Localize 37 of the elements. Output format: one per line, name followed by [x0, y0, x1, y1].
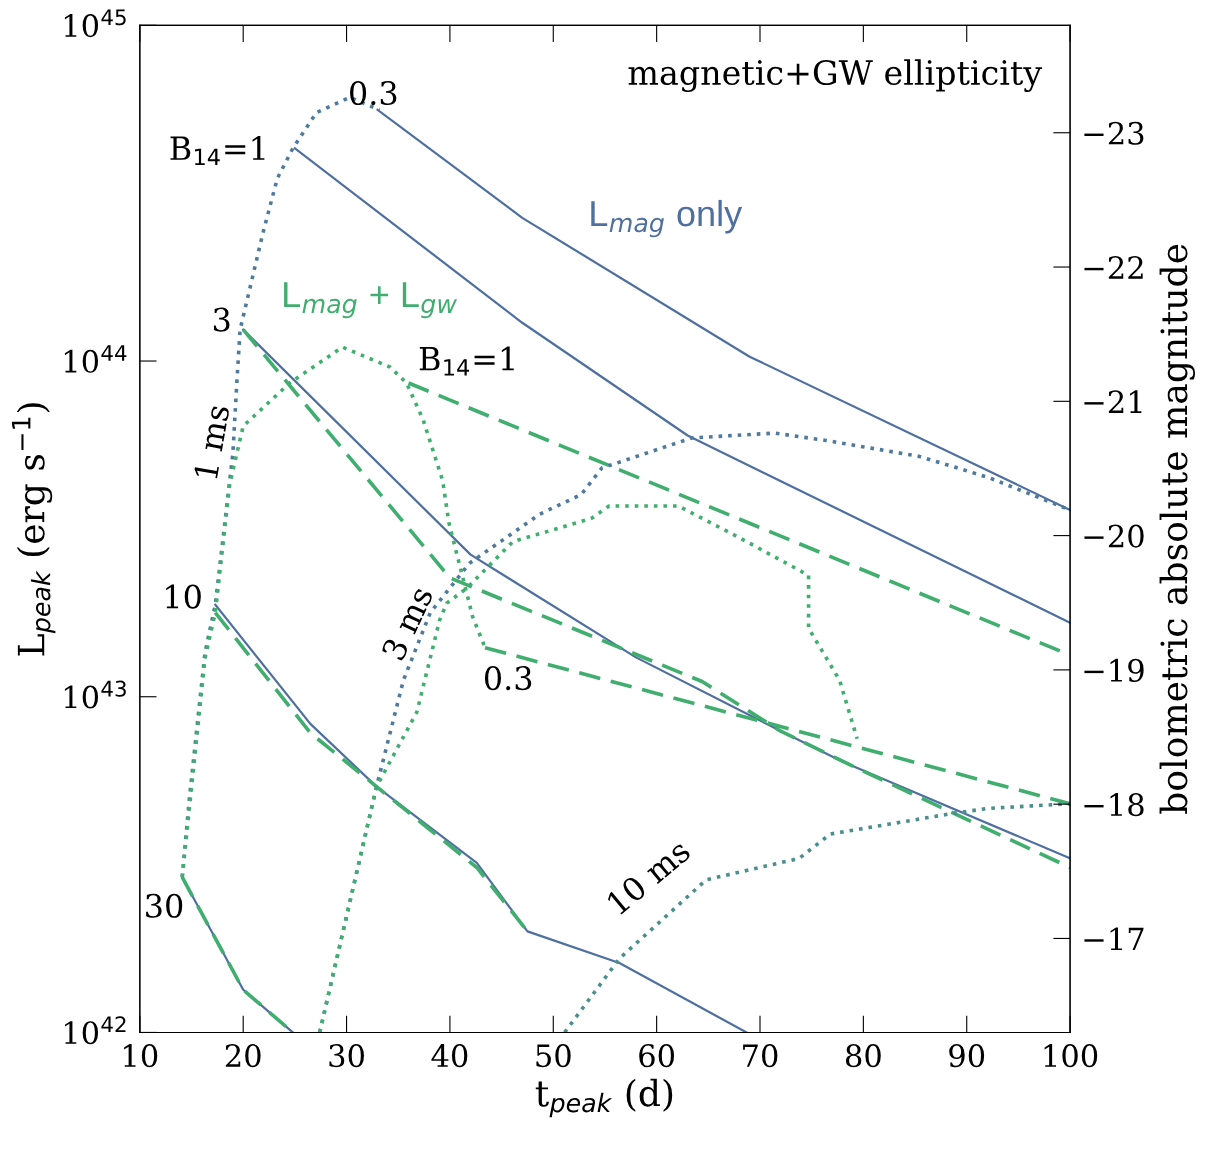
- series-label: L$_{mag}$ only: [591, 199, 743, 238]
- x-tick-label: 70: [743, 1044, 778, 1068]
- x-tick-label: 60: [639, 1044, 675, 1068]
- x-tick-label: 100: [1044, 1044, 1098, 1068]
- y2-tick-label: −23: [1084, 121, 1144, 145]
- annotation: magnetic+GW ellipticity: [628, 59, 1043, 93]
- annotation: 10 ms: [605, 837, 692, 916]
- y-tick-label: 10$^{45}$: [64, 9, 126, 38]
- y-tick-label: 10$^{42}$: [64, 1016, 126, 1045]
- x-tick-label: 10: [124, 1044, 158, 1068]
- annotation: 0.3: [350, 80, 397, 106]
- x-axis-title: t$_{peak}$ (d): [535, 1078, 673, 1118]
- text: L$_{mag}$ + L$_{gw}$: [284, 282, 458, 319]
- y-tick-label: 10$^{43}$: [64, 680, 126, 709]
- y2-tick-label: −21: [1084, 390, 1142, 413]
- x-tick-label: 20: [225, 1044, 261, 1068]
- y2-tick-label: −18: [1084, 793, 1144, 817]
- annotation: 3 ms: [380, 584, 434, 662]
- annotation: 10: [166, 584, 201, 609]
- y2-tick-label: −19: [1084, 658, 1144, 682]
- annotation: 1 ms: [193, 404, 230, 480]
- y2-tick-label: −20: [1084, 524, 1144, 548]
- x-tick-label: 90: [949, 1044, 985, 1068]
- y2-tick-label: −17: [1084, 927, 1144, 951]
- x-tick-label: 40: [431, 1044, 468, 1068]
- annotation: 3: [213, 307, 230, 332]
- y-axis-title: L$_{peak}$ (erg s$^{−1}$): [11, 403, 56, 656]
- annotation: B$_{14}$=1: [419, 346, 514, 376]
- x-tick-label: 30: [329, 1044, 364, 1068]
- y2-axis-title: bolometric absolute magnitude: [1159, 244, 1196, 814]
- y-tick-label: 10$^{44}$: [64, 345, 127, 373]
- y2-tick-label: −22: [1084, 255, 1143, 279]
- annotation: 30: [146, 893, 183, 918]
- x-tick-label: 50: [536, 1044, 571, 1068]
- x-tick-label: 80: [845, 1044, 881, 1068]
- annotation: B$_{14}$=1: [170, 136, 265, 166]
- annotation: 0.3: [484, 666, 532, 691]
